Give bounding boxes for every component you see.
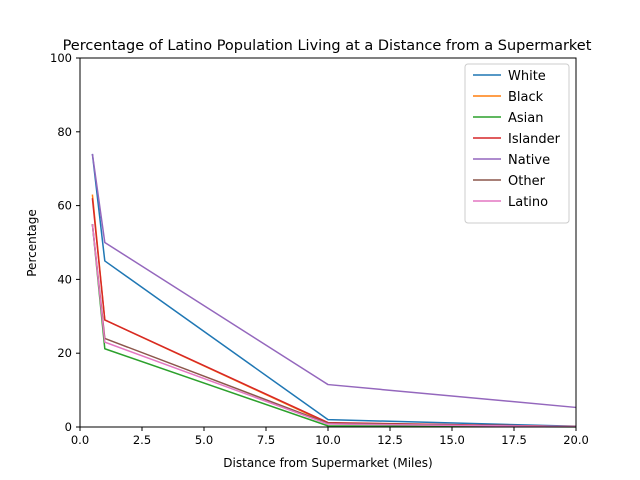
x-axis-label: Distance from Supermarket (Miles) <box>223 456 432 470</box>
series-line-white <box>91 153 577 428</box>
y-tick-label: 40 <box>57 272 72 286</box>
legend-label-native: Native <box>508 153 550 168</box>
y-axis-label: Percentage <box>25 209 39 277</box>
legend-label-islander: Islander <box>508 132 561 147</box>
series-line-islander <box>91 198 577 428</box>
legend-label-asian: Asian <box>508 111 543 126</box>
plot-lines <box>91 153 577 428</box>
legend-frame <box>464 63 570 224</box>
y-axis: 0 20 40 60 80 100 <box>50 51 80 434</box>
x-tick-label: 5.0 <box>195 433 213 447</box>
legend-label-black: Black <box>508 90 544 105</box>
series-line-other <box>91 223 577 428</box>
legend-label-white: White <box>508 69 546 84</box>
series-line-asian <box>91 223 577 428</box>
y-tick-label: 0 <box>65 420 72 434</box>
legend: White Black Asian Islander Native Other Latino <box>464 63 570 224</box>
y-tick-label: 80 <box>57 125 72 139</box>
legend-label-other: Other <box>508 174 546 189</box>
x-tick-label: 7.5 <box>257 433 275 447</box>
series-line-black <box>91 194 577 428</box>
x-tick-label: 17.5 <box>501 433 527 447</box>
chart-title: Percentage of Latino Population Living a… <box>63 38 592 54</box>
x-axis: 0.0 2.5 5.0 7.5 10.0 12.5 15.0 17.5 20.0 <box>71 427 589 447</box>
y-tick-label: 60 <box>57 199 72 213</box>
x-tick-label: 2.5 <box>133 433 151 447</box>
x-tick-label: 10.0 <box>315 433 341 447</box>
y-tick-label: 100 <box>50 51 72 65</box>
series-line-native <box>91 153 577 409</box>
x-tick-label: 0.0 <box>71 433 89 447</box>
legend-label-latino: Latino <box>508 195 548 210</box>
y-tick-label: 20 <box>57 346 72 360</box>
x-tick-label: 15.0 <box>439 433 465 447</box>
x-tick-label: 12.5 <box>377 433 403 447</box>
series-line-latino <box>91 223 577 428</box>
x-tick-label: 20.0 <box>563 433 589 447</box>
